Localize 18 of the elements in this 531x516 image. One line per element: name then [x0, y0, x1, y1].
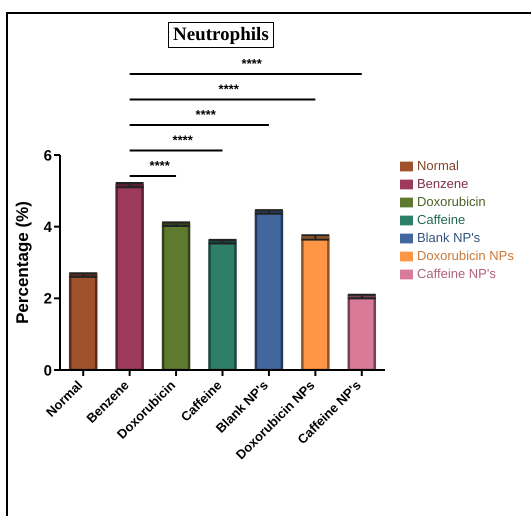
- text: ****: [196, 107, 217, 122]
- text: ****: [218, 82, 240, 96]
- text: ****: [172, 132, 194, 148]
- legend-label: Benzene: [417, 176, 468, 191]
- legend-label: Doxorubicin: [417, 194, 486, 209]
- legend-label: Caffeine: [417, 212, 466, 227]
- legend-label: Caffeine NP's: [417, 266, 496, 281]
- legend-label: Blank NP's: [417, 230, 480, 245]
- y-tick-label: 0: [44, 362, 52, 380]
- y-tick-label: 4: [44, 218, 53, 236]
- y-tick-label: 2: [44, 290, 52, 308]
- annotation: ****: [150, 158, 171, 173]
- y-axis-title: Percentage (%): [13, 201, 32, 324]
- legend-label: Doxorubicin NPs: [417, 248, 514, 263]
- y-tick-label: 6: [44, 147, 52, 164]
- chart-title: Neutrophils: [168, 22, 274, 48]
- text: ****: [242, 56, 263, 71]
- legend-label: Normal: [417, 158, 459, 173]
